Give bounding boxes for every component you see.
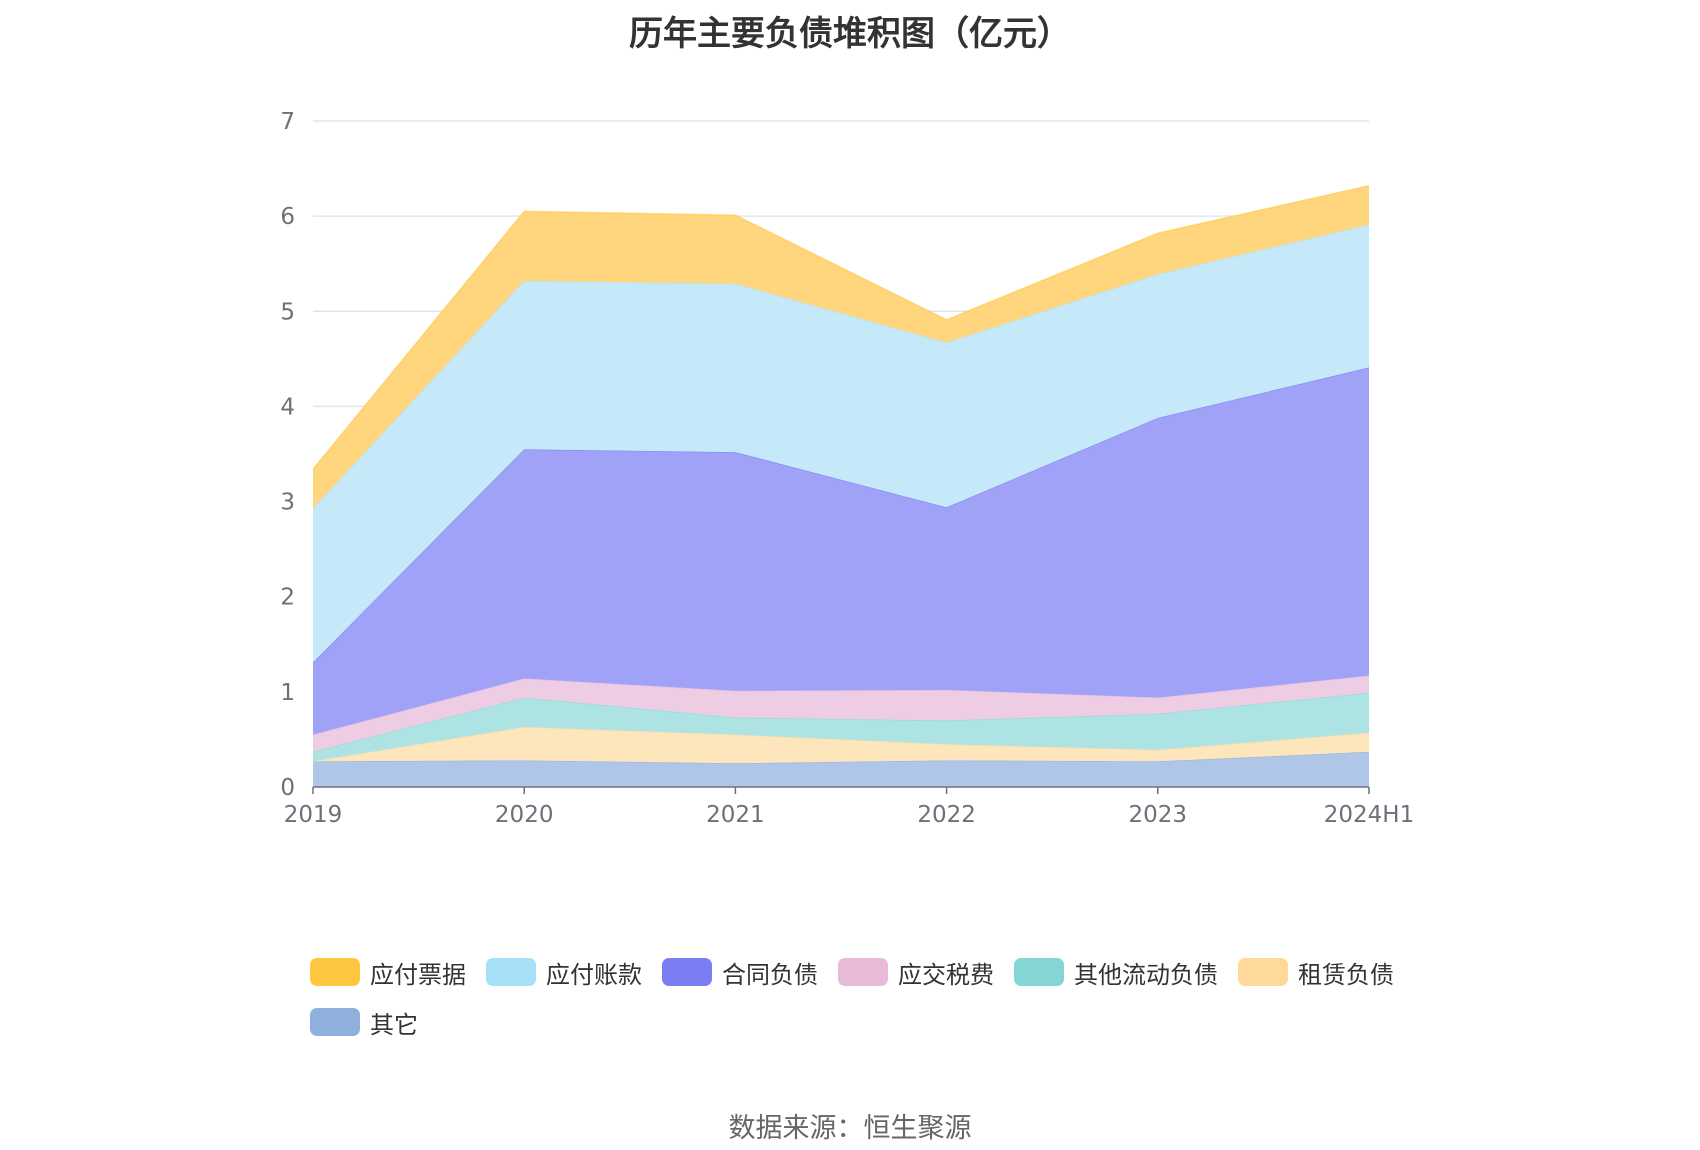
legend-item[interactable]: 应付票据	[310, 956, 466, 989]
y-tick-label: 6	[280, 204, 295, 230]
legend-swatch	[1238, 958, 1288, 986]
area-series-6	[313, 224, 1369, 663]
x-tick-label: 2020	[495, 802, 554, 828]
area-series-1	[313, 751, 1369, 787]
area-series-4	[313, 675, 1369, 752]
area-series-7	[313, 185, 1369, 509]
y-tick-label: 1	[280, 680, 295, 706]
legend-item[interactable]: 应交税费	[838, 956, 994, 989]
legend-swatch	[662, 958, 712, 986]
legend-label: 合同负债	[722, 960, 818, 989]
legend-label: 应付账款	[546, 960, 642, 989]
legend-item[interactable]: 租赁负债	[1238, 956, 1394, 989]
y-tick-label: 2	[280, 585, 295, 611]
y-tick-label: 3	[280, 490, 295, 516]
area-series-3	[313, 692, 1369, 762]
x-tick-label: 2019	[284, 802, 343, 828]
legend-label: 其他流动负债	[1074, 960, 1218, 989]
axes: 0 1 2 3 4 5 6 7 2019 2020 2021 2022 2023 2024H1	[280, 109, 1414, 828]
y-tick-label: 7	[280, 109, 295, 135]
x-tick-label: 2023	[1129, 802, 1188, 828]
legend-item[interactable]: 其他流动负债	[1014, 956, 1218, 989]
legend-label: 其它	[370, 1010, 418, 1039]
x-tick-label: 2024H1	[1324, 802, 1414, 828]
legend-swatch	[310, 1008, 360, 1036]
legend-item[interactable]: 应付账款	[486, 956, 642, 989]
y-tick-label: 0	[280, 775, 295, 801]
legend-swatch	[486, 958, 536, 986]
area-series-5	[313, 367, 1369, 735]
legend-swatch	[838, 958, 888, 986]
legend-label: 租赁负债	[1298, 960, 1394, 989]
x-tick-label: 2021	[706, 802, 765, 828]
legend-label: 应交税费	[898, 960, 994, 989]
y-tick-label: 4	[280, 394, 295, 420]
legend-item[interactable]: 合同负债	[662, 956, 818, 989]
legend-item[interactable]: 其它	[310, 1006, 418, 1039]
legend-label: 应付票据	[370, 960, 466, 989]
legend: 应付票据 应付账款 合同负债 应交税费 其他流动负债 租赁负债其它	[310, 956, 1460, 1039]
area-series-2	[313, 727, 1369, 764]
legend-swatch	[1014, 958, 1064, 986]
y-tick-label: 5	[280, 299, 295, 325]
chart-title: 历年主要负债堆积图（亿元）	[629, 14, 1071, 54]
area-series	[312, 184, 1370, 787]
source-note: 数据来源：恒生聚源	[728, 1113, 972, 1144]
legend-swatch	[310, 958, 360, 986]
x-tick-label: 2022	[917, 802, 976, 828]
area-series-edge-7	[312, 184, 1370, 470]
